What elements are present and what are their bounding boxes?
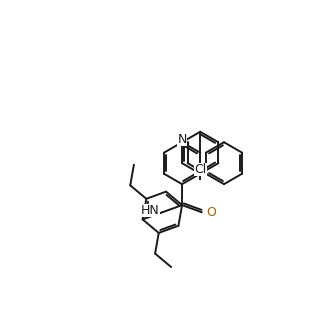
Text: N: N — [177, 133, 187, 146]
Text: HN: HN — [141, 204, 159, 217]
Text: O: O — [206, 206, 216, 219]
Text: Cl: Cl — [194, 163, 206, 176]
